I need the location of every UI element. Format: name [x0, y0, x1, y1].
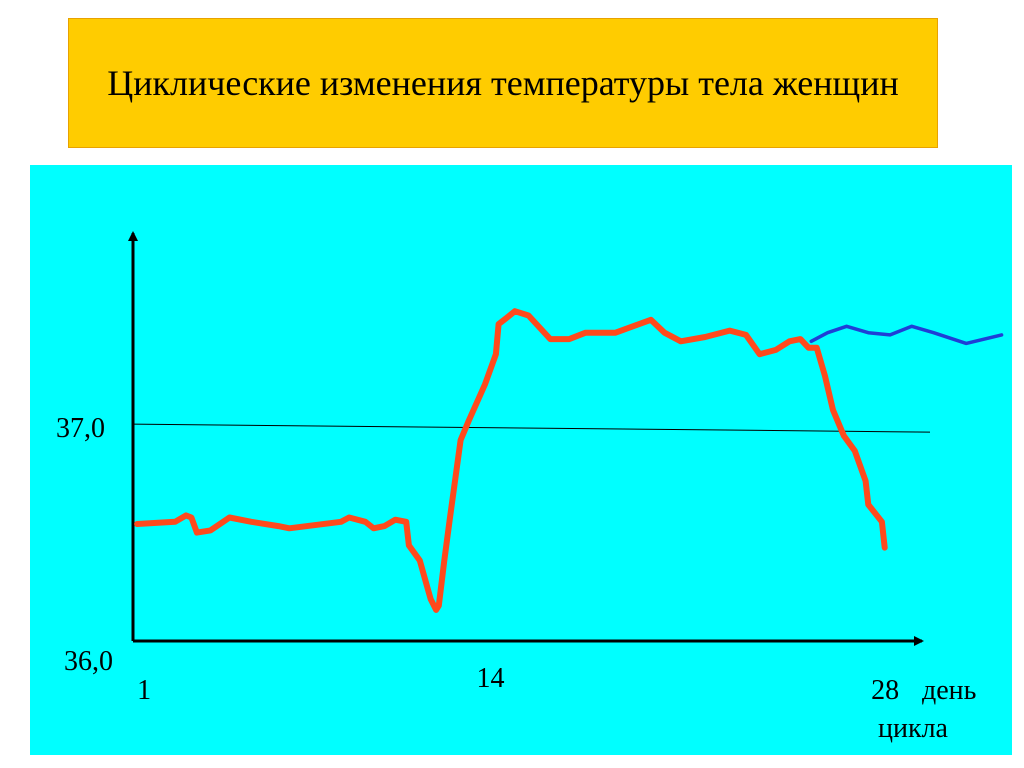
x-tick-label: 14: [476, 663, 504, 694]
chart-panel: [30, 165, 1012, 755]
x-tick-label: 28: [871, 675, 899, 706]
y-tick-label: 36,0: [64, 646, 113, 677]
data-line: [809, 324, 1004, 346]
x-axis-label: день цикла: [878, 675, 977, 744]
reference-line: [132, 423, 931, 433]
slide-title: Циклические изменения температуры тела ж…: [68, 18, 938, 148]
x-tick-label: 1: [137, 675, 151, 706]
y-tick-label: 37,0: [56, 413, 105, 444]
data-line: [134, 308, 888, 613]
